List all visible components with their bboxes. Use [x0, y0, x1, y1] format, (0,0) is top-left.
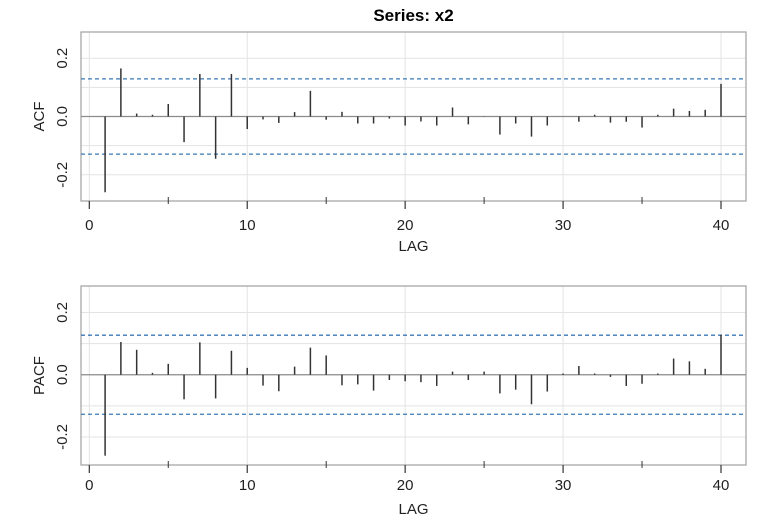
y-axis-label: PACF: [31, 356, 48, 395]
acf-panel: 0 10 20 30 40 -0.2 0.0 0.2 ACF LAG Series: x2: [31, 6, 747, 255]
x-tick-label: 20: [397, 477, 414, 494]
x-tick-label: 30: [555, 217, 572, 234]
x-tick-label: 30: [555, 477, 572, 494]
y-tick-label: 0.2: [54, 48, 71, 69]
y-tick-label: 0.2: [54, 302, 71, 323]
x-tick-label: 10: [239, 217, 256, 234]
x-tick-label: 0: [85, 217, 93, 234]
x-tick-label: 40: [713, 217, 730, 234]
y-axis-label: ACF: [31, 102, 48, 132]
x-tick-label: 0: [85, 477, 93, 494]
chart-title: Series: x2: [373, 6, 453, 25]
pacf-panel: 0 10 20 30 40 -0.2 0.0 0.2 PACF LAG: [31, 285, 747, 518]
x-tick-label: 20: [397, 217, 414, 234]
plot-frame: [80, 285, 747, 466]
x-axis-label: LAG: [398, 501, 428, 518]
x-tick-label: 10: [239, 477, 256, 494]
x-axis-label: LAG: [398, 238, 428, 255]
x-tick-label: 40: [713, 477, 730, 494]
y-tick-label: 0.0: [54, 364, 71, 385]
y-tick-label: 0.0: [54, 106, 71, 127]
y-tick-label: -0.2: [54, 424, 71, 450]
y-tick-label: -0.2: [54, 162, 71, 188]
